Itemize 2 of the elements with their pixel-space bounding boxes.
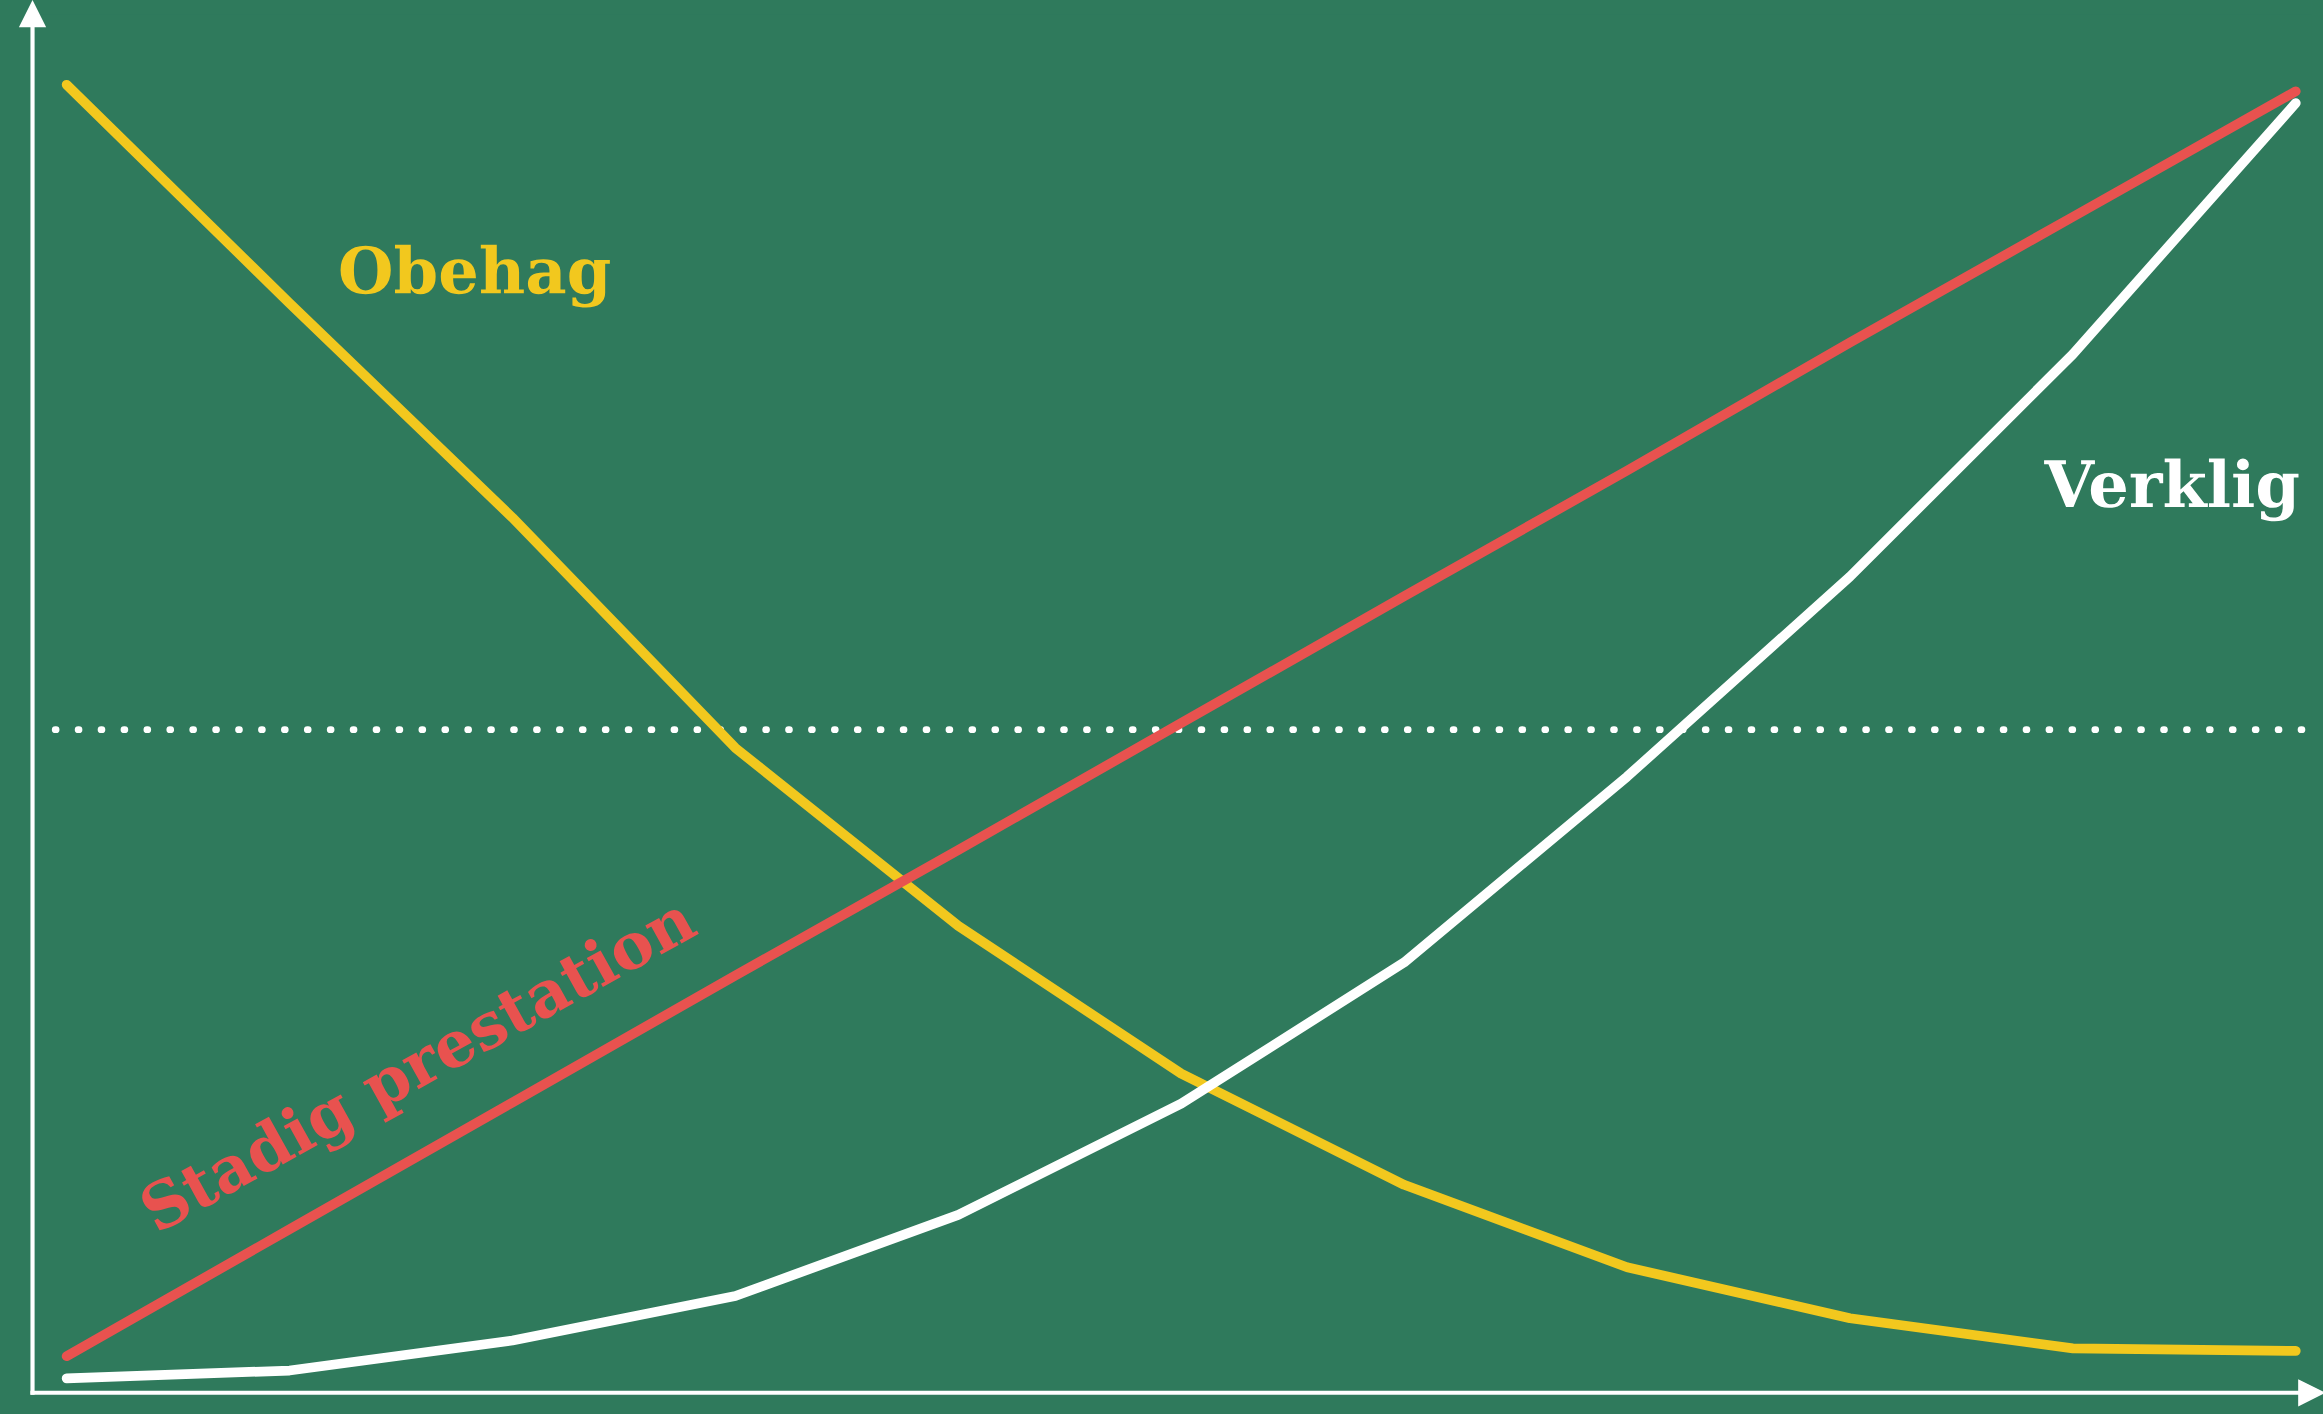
series-label: Verklig [2044, 458, 2299, 522]
series-label: Obehag [340, 244, 610, 308]
